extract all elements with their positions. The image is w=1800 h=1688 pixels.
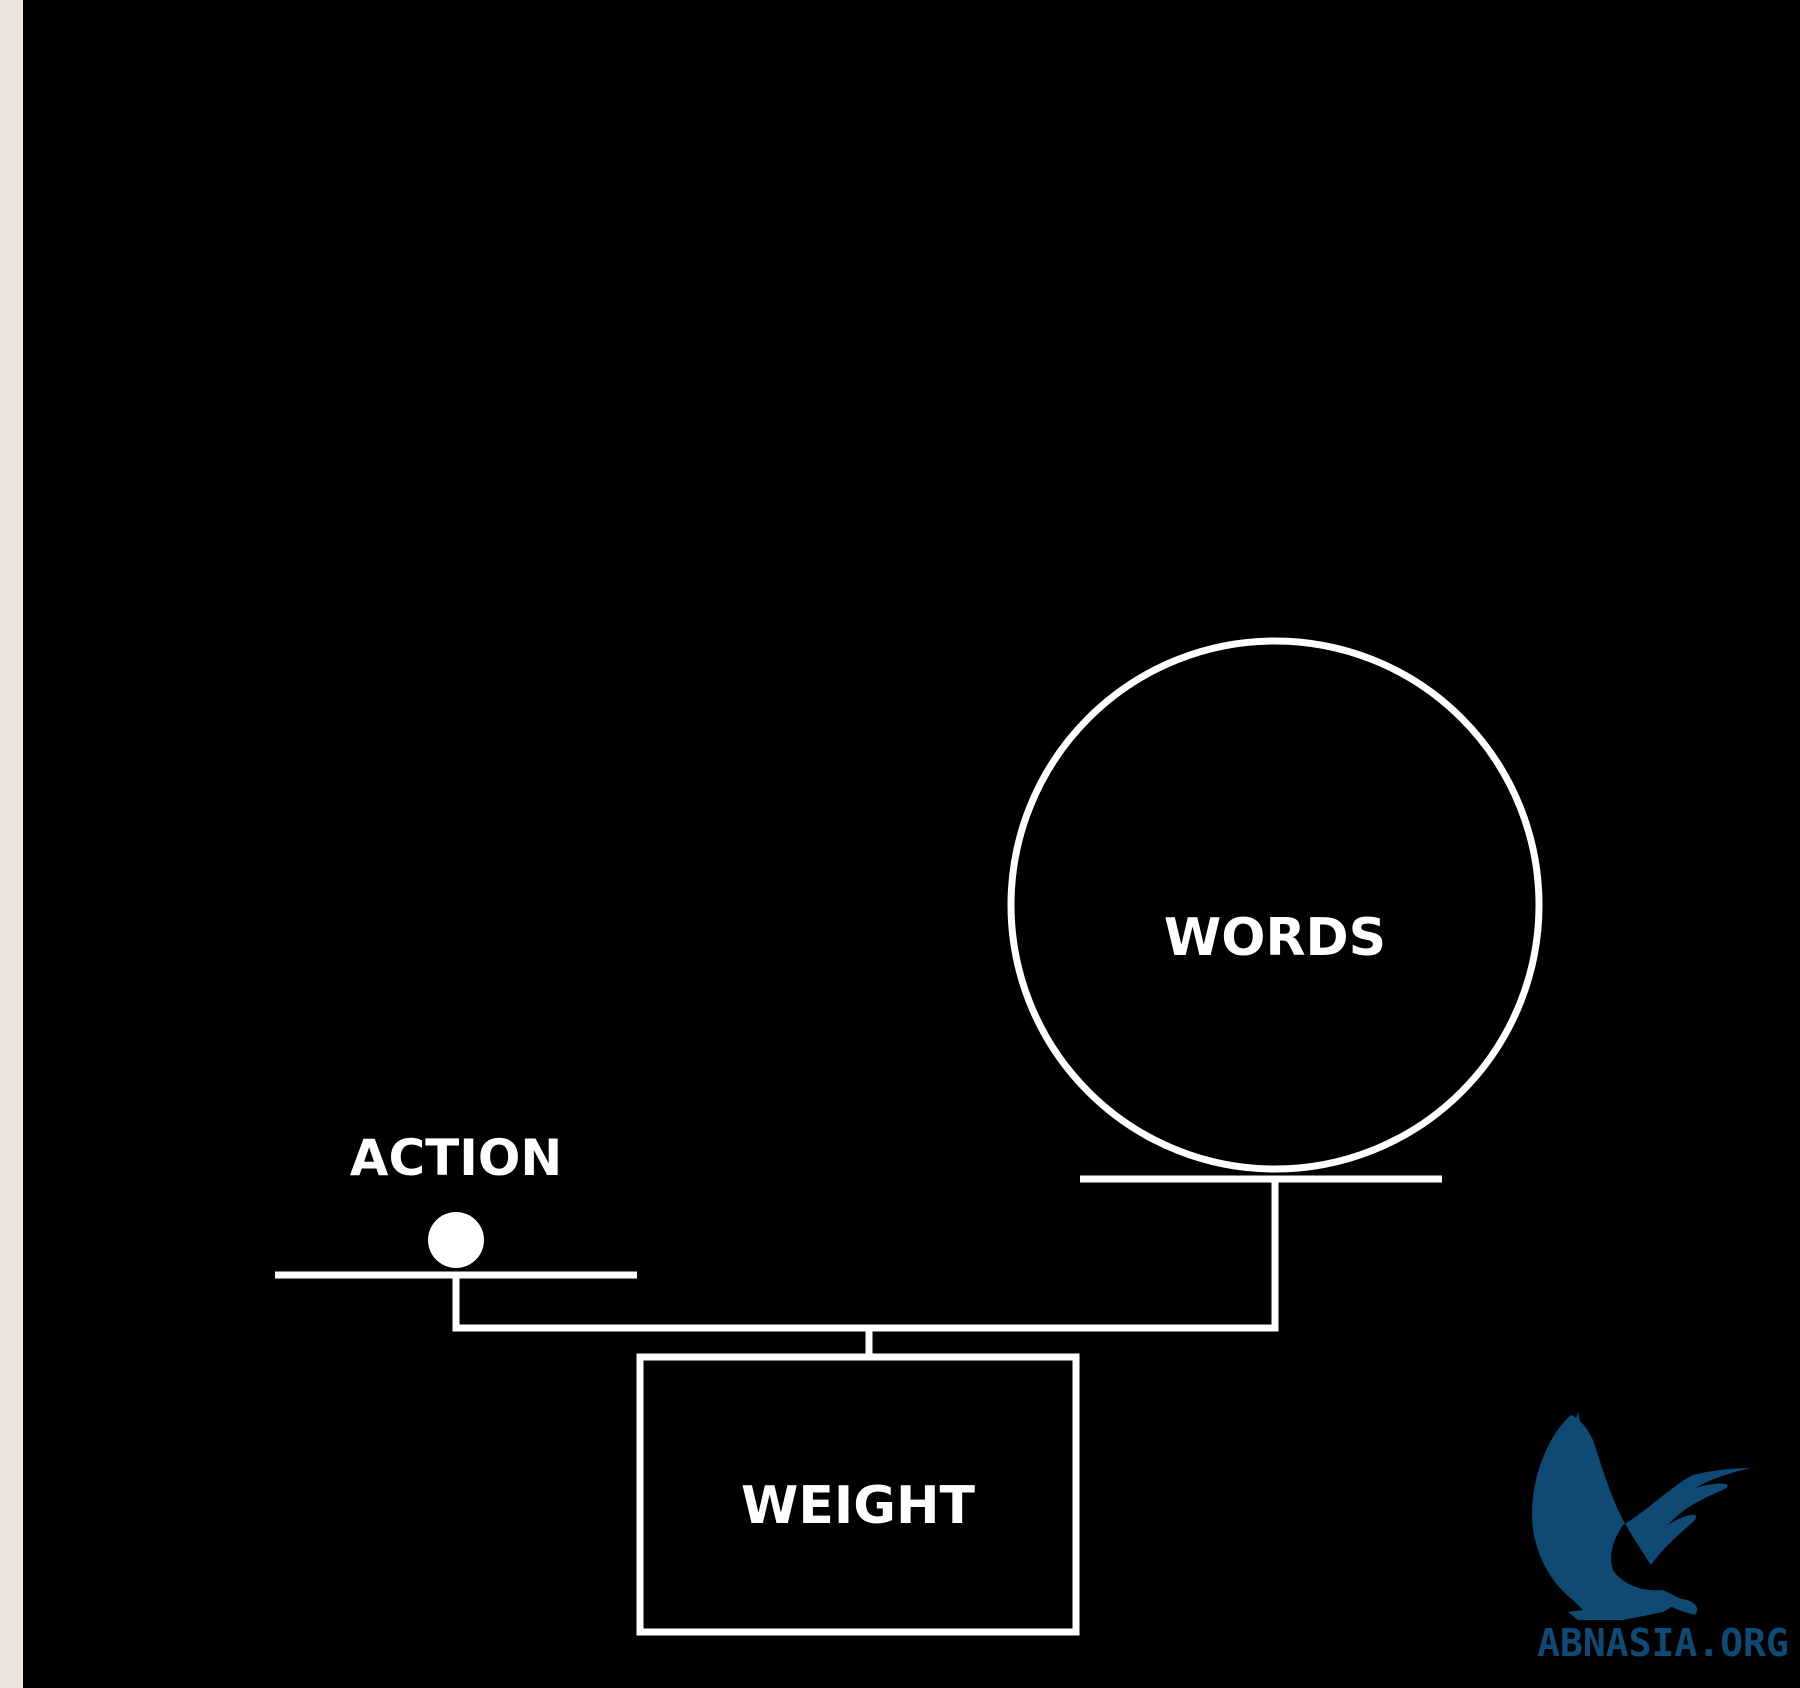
- diagram-canvas: ACTION WORDS WEIGHT ABNASIA.ORG: [23, 0, 1800, 1688]
- watermark-text: ABNASIA.ORG: [1537, 1621, 1789, 1665]
- scale-diagram: ACTION WORDS WEIGHT ABNASIA.ORG: [275, 637, 1789, 1665]
- left-margin-strip: [0, 0, 23, 1688]
- action-label: ACTION: [350, 1129, 562, 1187]
- weight-label: WEIGHT: [741, 1476, 975, 1536]
- action-ball: [428, 1212, 484, 1268]
- words-circle: [1007, 637, 1543, 1173]
- balance-beam: [452, 1182, 1279, 1332]
- griffin-icon: [1532, 1412, 1751, 1620]
- weight-box: [636, 1353, 1080, 1636]
- words-label: WORDS: [1164, 908, 1386, 968]
